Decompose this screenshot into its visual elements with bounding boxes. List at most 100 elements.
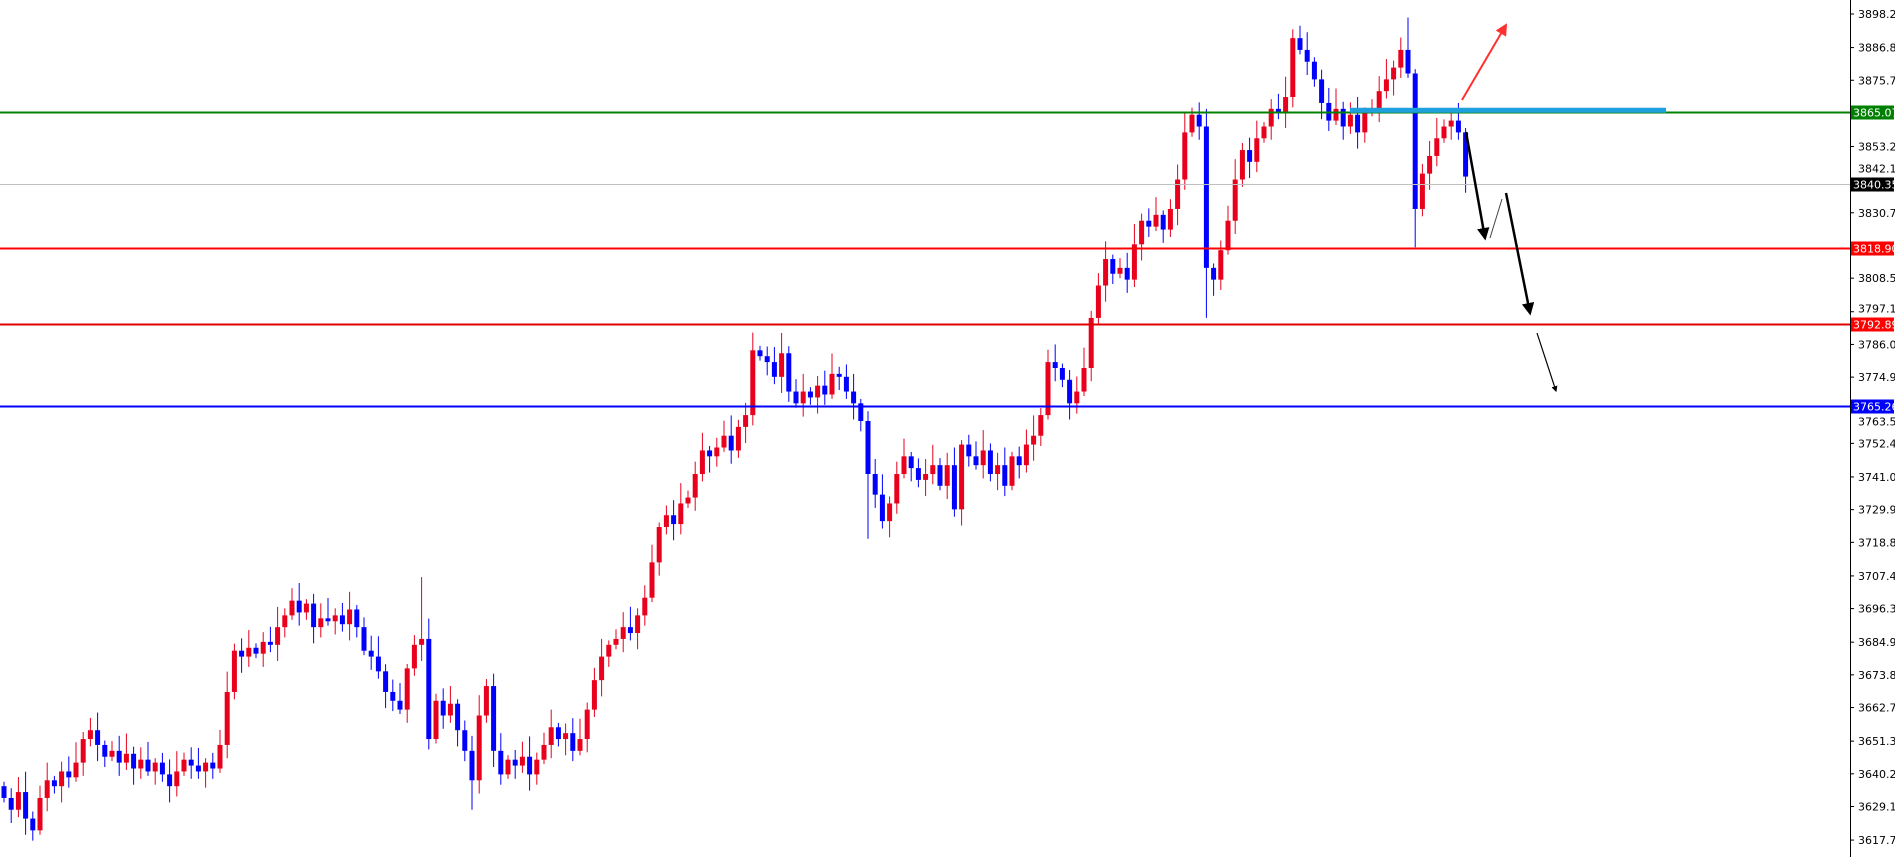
candle (116, 735, 122, 776)
candle (383, 664, 389, 709)
candle (707, 446, 713, 473)
candle-body (1463, 132, 1469, 177)
candle (1167, 199, 1173, 237)
bullish-arrow[interactable] (1461, 23, 1508, 101)
candle (1326, 87, 1332, 131)
level-price-label: 3765.26 (1853, 401, 1895, 414)
candle (1160, 210, 1166, 243)
candle (1225, 205, 1231, 255)
candle (1369, 99, 1375, 117)
candle (627, 606, 633, 641)
candle-body (368, 650, 374, 657)
candle-body (347, 609, 353, 625)
candle-body (692, 474, 698, 498)
y-tick-label: 3853.20 (1858, 141, 1895, 154)
bearish-arrow-2[interactable] (1504, 192, 1535, 316)
candle (203, 758, 209, 788)
candle (642, 585, 648, 626)
candle-body (1261, 126, 1267, 139)
candle (1427, 140, 1433, 190)
candle (584, 702, 590, 753)
candle-body (1139, 220, 1145, 245)
y-tick-label: 3673.80 (1858, 669, 1895, 682)
bearish-arrow-1[interactable] (1464, 131, 1490, 241)
candle-body (37, 797, 43, 831)
candle-body (1268, 108, 1274, 127)
candle (1009, 451, 1015, 491)
candle (419, 577, 425, 662)
candle-body (1131, 244, 1137, 280)
candle (1391, 60, 1397, 96)
candle (1261, 122, 1267, 143)
candle-body (951, 465, 957, 510)
candle (1031, 415, 1037, 461)
candle (51, 775, 57, 794)
horizontal-levels (0, 111, 1850, 408)
candle (1347, 102, 1353, 134)
candle-body (188, 759, 194, 766)
drawn-annotations (1350, 23, 1666, 393)
y-tick-label: 3684.90 (1858, 636, 1895, 649)
price-axis[interactable]: 3898.20 3886.80 3875.70 3853.20 3842.10 3830.… (1850, 8, 1895, 847)
candle (1146, 208, 1152, 237)
candle-body (613, 638, 619, 645)
candle (728, 415, 734, 464)
candle-body (253, 647, 259, 654)
candle-body (642, 597, 648, 616)
candle-body (217, 744, 223, 769)
candle-body (1218, 250, 1224, 280)
candle-body (174, 771, 180, 787)
candle (181, 752, 187, 776)
candle-body (908, 456, 914, 469)
candle (37, 785, 43, 835)
candle (123, 733, 129, 770)
candle-body (757, 350, 763, 357)
candle-body (1455, 120, 1461, 133)
candle (303, 599, 309, 620)
candle (1045, 349, 1051, 420)
candle-body (1124, 267, 1130, 280)
candle (714, 437, 720, 467)
candle-body (786, 353, 792, 392)
candle-body (714, 447, 720, 457)
candle-body (606, 644, 612, 657)
candle-body (1045, 362, 1051, 416)
candle (721, 420, 727, 452)
candle-body (1095, 285, 1101, 318)
candle (440, 688, 446, 729)
candle (923, 458, 929, 497)
candle (887, 496, 893, 538)
candle (411, 635, 417, 676)
candle (822, 370, 828, 405)
candle (1211, 263, 1217, 296)
candle-body (239, 650, 245, 657)
candle (375, 636, 381, 679)
candle-body (548, 727, 554, 745)
candle (131, 746, 137, 785)
y-tick-label: 3729.90 (1858, 504, 1895, 517)
candle-body (995, 465, 1001, 475)
candle-body (390, 691, 396, 701)
candle (987, 443, 993, 482)
candle-body (879, 494, 885, 522)
candle-body (131, 753, 137, 769)
candle (858, 398, 864, 432)
candle (1131, 223, 1137, 288)
candle-body (1160, 214, 1166, 230)
candle (865, 411, 871, 539)
candles (1, 17, 1469, 841)
candle-body (23, 792, 29, 819)
candle (23, 771, 29, 835)
bearish-arrow-3[interactable] (1536, 332, 1558, 393)
candle-body (138, 759, 144, 769)
candle (1463, 127, 1469, 193)
candle (757, 345, 763, 361)
candle (332, 608, 338, 635)
candle (519, 741, 525, 773)
candle-body (8, 797, 14, 810)
pullback-line[interactable] (1489, 198, 1503, 239)
candle (80, 731, 86, 776)
candle (541, 732, 547, 765)
candle-body (887, 503, 893, 522)
candle (1203, 108, 1209, 318)
